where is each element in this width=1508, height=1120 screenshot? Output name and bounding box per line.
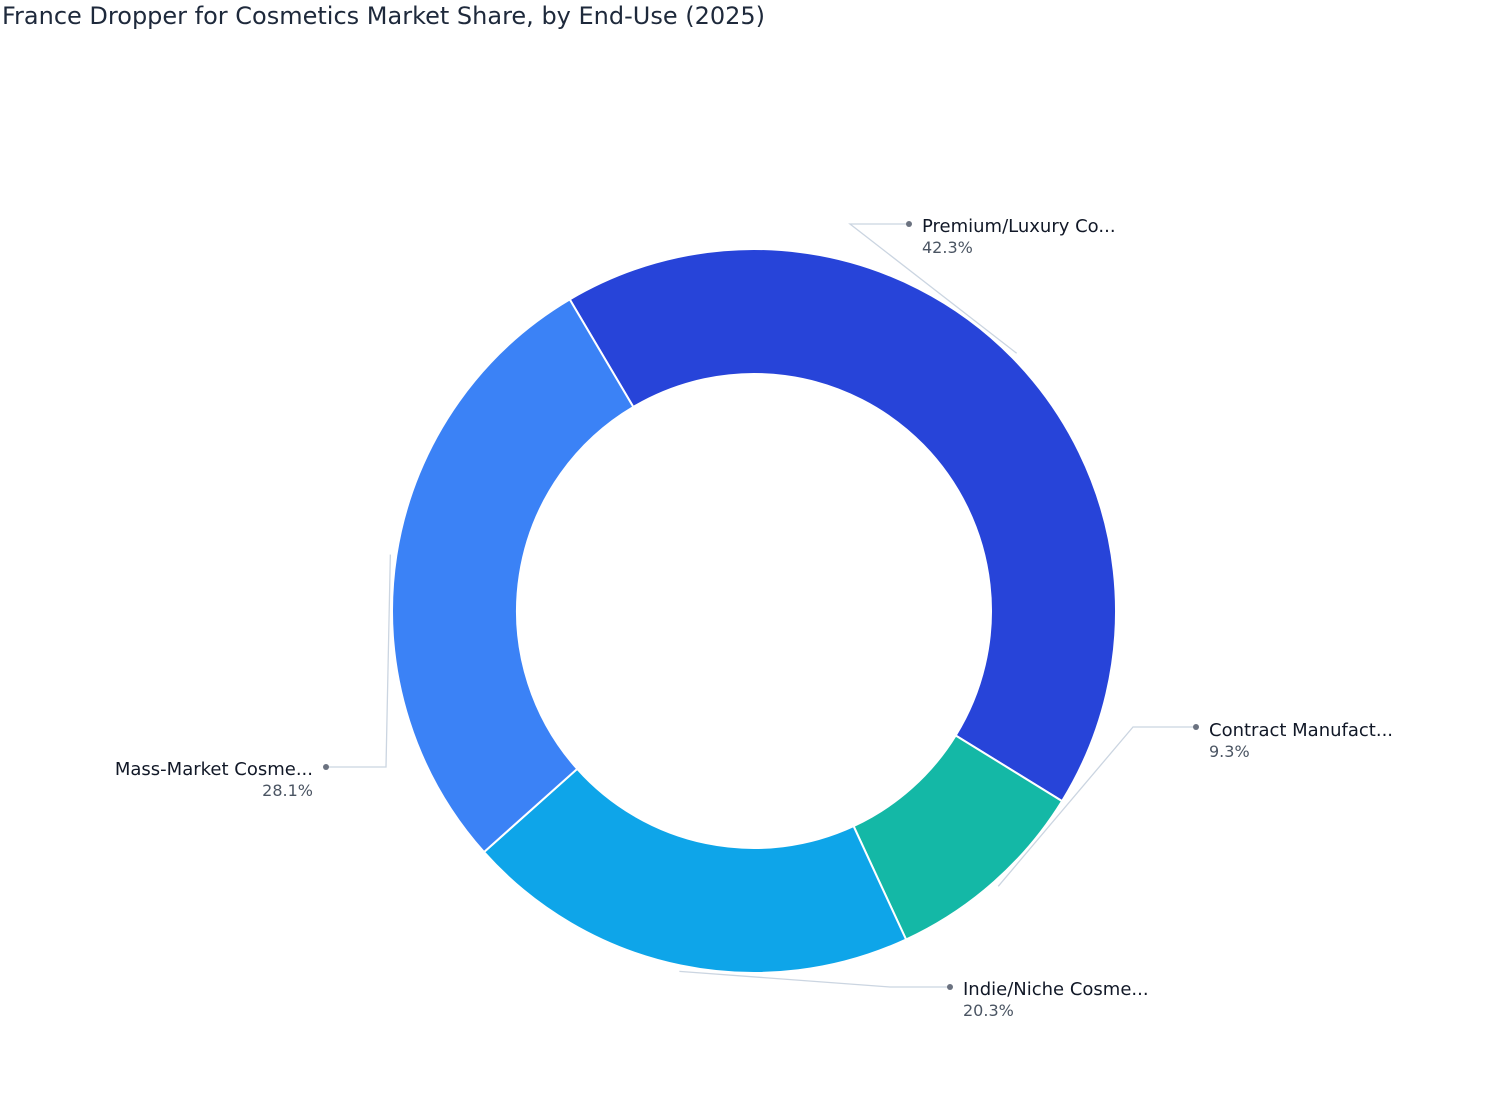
slice-label: Mass-Market Cosme... bbox=[115, 759, 313, 780]
chart-title: France Dropper for Cosmetics Market Shar… bbox=[2, 2, 766, 30]
donut-slice[interactable] bbox=[568, 248, 1117, 803]
leader-line bbox=[326, 554, 392, 768]
slice-value: 9.3% bbox=[1209, 742, 1250, 761]
leader-dot bbox=[1193, 724, 1199, 730]
leader-line bbox=[679, 970, 950, 988]
slice-value: 42.3% bbox=[922, 238, 973, 257]
leader-dot bbox=[323, 764, 329, 770]
leader-dot bbox=[947, 984, 953, 990]
leader-dot bbox=[906, 221, 912, 227]
slice-label: Premium/Luxury Co... bbox=[922, 216, 1116, 237]
slice-label: Contract Manufact... bbox=[1209, 720, 1393, 741]
slice-value: 28.1% bbox=[262, 781, 313, 800]
leader-line bbox=[997, 726, 1196, 887]
leader-line bbox=[848, 223, 1018, 354]
donut-slice[interactable] bbox=[482, 767, 908, 974]
slice-value: 20.3% bbox=[963, 1001, 1014, 1020]
donut-slice[interactable] bbox=[391, 298, 635, 854]
slice-label: Indie/Niche Cosme... bbox=[963, 979, 1149, 1000]
